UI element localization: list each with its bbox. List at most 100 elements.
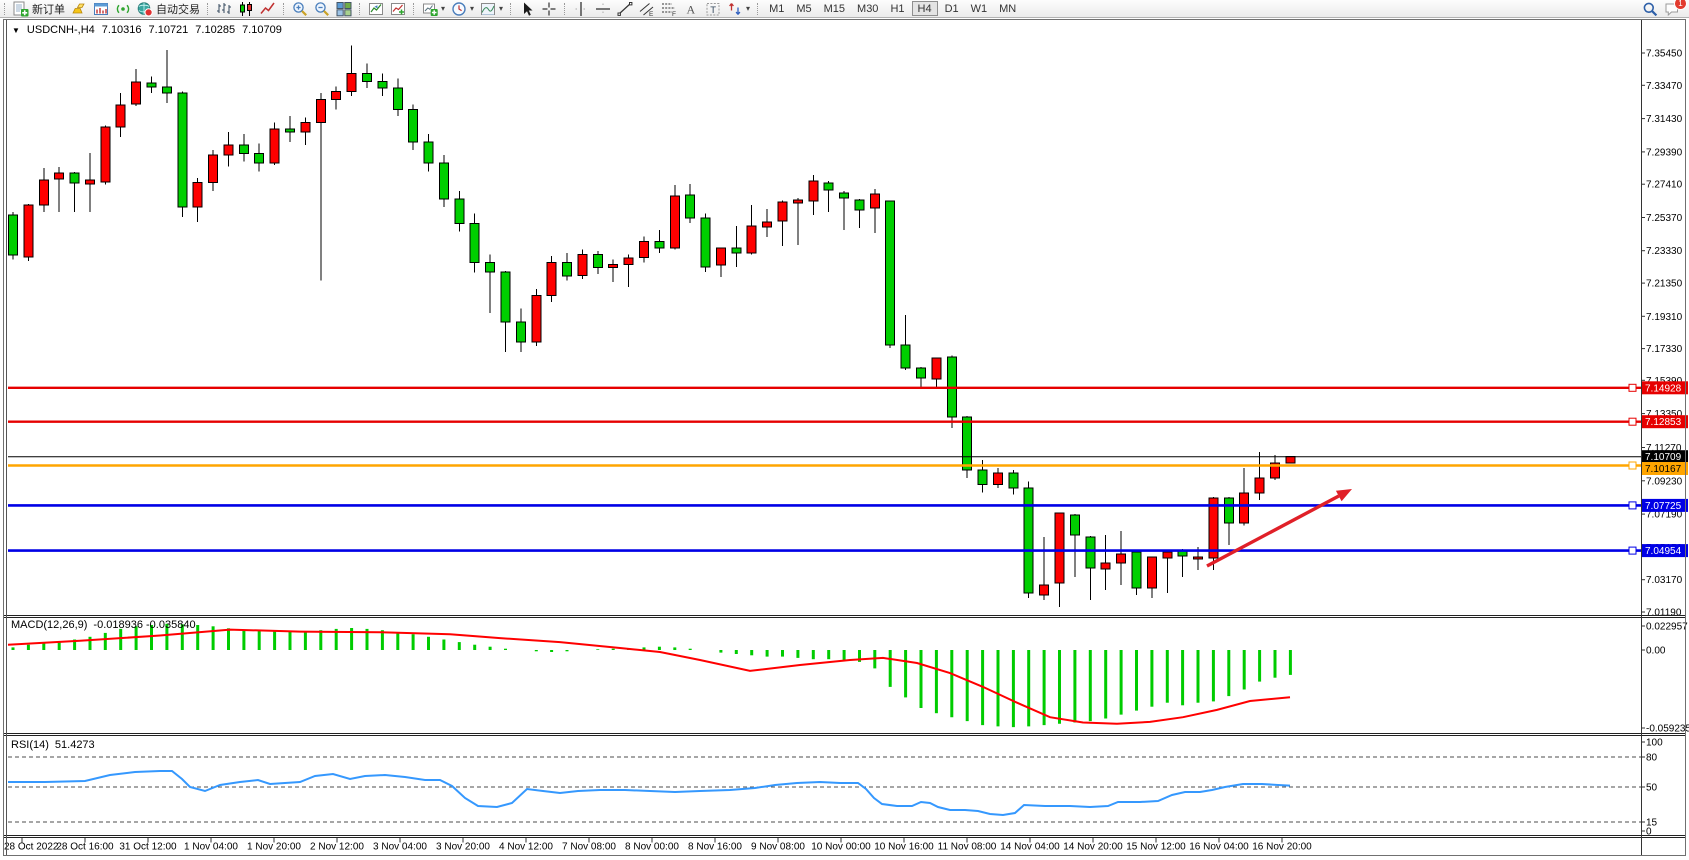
pivot-line-orange-handle[interactable] — [1628, 461, 1637, 470]
chart-title-bar: ▼ USDCNH-,H4 7.10316 7.10721 7.10285 7.1… — [12, 24, 282, 36]
svg-text:7.33470: 7.33470 — [1646, 81, 1683, 92]
zoom-out-button[interactable] — [311, 1, 333, 17]
crosshair-button[interactable] — [538, 1, 560, 17]
new-order-button[interactable]: 新订单 — [10, 1, 68, 17]
svg-text:9 Nov 08:00: 9 Nov 08:00 — [751, 842, 805, 853]
svg-text:3 Nov 04:00: 3 Nov 04:00 — [373, 842, 427, 853]
horizontal-line-icon — [596, 3, 611, 14]
svg-text:16 Nov 04:00: 16 Nov 04:00 — [1189, 842, 1249, 853]
horizontal-line-button[interactable] — [592, 1, 614, 17]
resistance-line-2-tag: 7.12853 — [1642, 415, 1688, 429]
cursor-button[interactable] — [516, 1, 538, 17]
resistance-line-1-tag: 7.14928 — [1642, 381, 1688, 395]
template-add-button[interactable]: ▾ — [419, 1, 448, 17]
svg-text:31 Oct 12:00: 31 Oct 12:00 — [119, 842, 177, 853]
svg-text:2 Nov 12:00: 2 Nov 12:00 — [310, 842, 364, 853]
candle-chart-icon — [240, 1, 252, 16]
rsi-value: 51.4273 — [54, 739, 95, 751]
zoom-in-button[interactable] — [289, 1, 311, 17]
svg-text:7.09230: 7.09230 — [1646, 476, 1683, 487]
chart-high-value: 7.10721 — [148, 24, 189, 36]
support-line-1-tag: 7.07725 — [1642, 498, 1688, 512]
svg-text:15: 15 — [1646, 818, 1658, 829]
text-button[interactable]: A — [680, 1, 702, 17]
fibonacci-button[interactable]: F — [658, 1, 680, 17]
chart-symbol-period: USDCNH-,H4 — [26, 24, 95, 36]
svg-text:7.13350: 7.13350 — [1646, 409, 1683, 420]
trend-arrow-annotation[interactable] — [1206, 489, 1352, 568]
timeframe-D1-button[interactable]: D1 — [944, 2, 959, 15]
svg-text:0: 0 — [1646, 827, 1652, 838]
svg-text:7.31430: 7.31430 — [1646, 114, 1683, 125]
bar-chart-button[interactable] — [213, 1, 235, 17]
panel-separators[interactable] — [3, 615, 1686, 838]
rsi-indicator-label: RSI(14) 51.4273 — [11, 739, 95, 751]
resistance-line-2-handle[interactable] — [1628, 417, 1637, 426]
timeframe-M15-button[interactable]: M15 — [823, 2, 846, 15]
search-button[interactable] — [1639, 1, 1661, 17]
timeframe-H4-button[interactable]: H4 — [911, 1, 938, 16]
zoom-out-icon — [315, 1, 329, 16]
fibonacci-icon: F — [662, 3, 676, 17]
svg-text:T: T — [710, 4, 716, 15]
gold-bar-button[interactable] — [68, 1, 90, 17]
text-icon: A — [687, 2, 696, 16]
chat-button[interactable]: 1 — [1661, 0, 1687, 17]
toolbar-separator — [207, 2, 209, 15]
chart-profile-button[interactable]: ▾ — [477, 1, 506, 17]
svg-text:80: 80 — [1646, 753, 1658, 764]
resistance-line-1-handle[interactable] — [1628, 383, 1637, 392]
auto-trading-label: 自动交易 — [156, 3, 200, 16]
new-chart-button[interactable] — [90, 1, 112, 17]
svg-text:7.07190: 7.07190 — [1646, 510, 1683, 521]
line-chart-button[interactable] — [257, 1, 279, 17]
timeframe-M1-button[interactable]: M1 — [769, 2, 785, 15]
macd-signal-line — [7, 628, 1291, 725]
caret-down-icon: ▾ — [499, 3, 504, 13]
svg-text:0.022957: 0.022957 — [1646, 622, 1688, 633]
equidistant-channel-icon: E — [639, 2, 654, 17]
toolbar-separator — [283, 2, 285, 15]
svg-text:14 Nov 04:00: 14 Nov 04:00 — [1000, 842, 1060, 853]
arrows-button[interactable]: ▾ — [724, 1, 753, 17]
tile-windows-button[interactable] — [333, 1, 355, 17]
trend-line-icon — [617, 1, 633, 16]
support-line-2-handle[interactable] — [1628, 546, 1637, 555]
caret-down-icon: ▾ — [470, 3, 475, 13]
trend-line-button[interactable] — [614, 1, 636, 17]
svg-text:15 Nov 12:00: 15 Nov 12:00 — [1126, 842, 1186, 853]
new-chart-icon — [94, 2, 108, 15]
text-label-button[interactable]: T — [702, 1, 724, 17]
signal-icon — [116, 4, 130, 13]
toolbar-separator — [413, 2, 415, 15]
timeframe-M5-button[interactable]: M5 — [796, 2, 812, 15]
caret-down-icon: ▾ — [746, 3, 751, 13]
equidistant-channel-button[interactable]: E — [636, 1, 658, 17]
chart-collapse-icon[interactable]: ▼ — [12, 25, 20, 35]
timeframe-MN-button[interactable]: MN — [999, 2, 1017, 15]
indicator-add-button[interactable] — [387, 1, 409, 17]
toolbar-separator — [4, 2, 6, 15]
candle-chart-button[interactable] — [235, 1, 257, 17]
vertical-line-button[interactable] — [570, 1, 592, 17]
macd-histogram — [11, 623, 1292, 728]
macd-name: MACD(12,26,9) — [11, 619, 88, 631]
toolbar-separator — [757, 2, 759, 15]
svg-text:1 Nov 20:00: 1 Nov 20:00 — [247, 842, 301, 853]
clock-button[interactable]: ▾ — [448, 1, 477, 17]
svg-text:10 Nov 00:00: 10 Nov 00:00 — [811, 842, 871, 853]
chart-frame — [3, 19, 1686, 856]
signal-button[interactable] — [112, 1, 134, 17]
auto-trading-button[interactable]: 自动交易 — [134, 1, 203, 17]
timeframe-M30-button[interactable]: M30 — [857, 2, 879, 15]
timeframe-W1-button[interactable]: W1 — [970, 2, 988, 15]
indicator-window-button[interactable] — [365, 1, 387, 17]
timeframe-H1-button[interactable]: H1 — [890, 2, 905, 15]
pivot-line-orange-tag: 7.10167 — [1642, 462, 1688, 475]
support-line-1-handle[interactable] — [1628, 501, 1637, 510]
new-order-icon — [13, 1, 29, 16]
svg-text:E: E — [649, 11, 654, 17]
